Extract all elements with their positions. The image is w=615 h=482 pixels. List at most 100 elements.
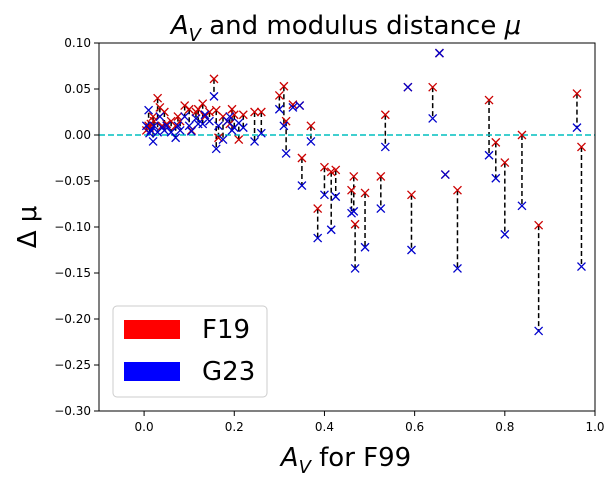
g23-point — [349, 206, 359, 216]
y-tick-label: 0.05 — [64, 82, 91, 96]
g23-point — [376, 204, 386, 214]
g23-point — [534, 326, 544, 336]
g23-point-stroke-b — [326, 225, 336, 235]
x-tick-label: 0.2 — [225, 420, 244, 434]
g23-point-stroke-b — [403, 82, 413, 92]
title-sub: V — [189, 25, 203, 46]
g23-point-stroke-b — [279, 121, 289, 131]
g23-point — [175, 125, 185, 135]
f19-point-stroke-b — [306, 121, 316, 131]
f19-point-stroke-b — [205, 107, 214, 117]
g23-point-stroke-b — [186, 126, 196, 136]
f19-point-stroke-b — [349, 171, 359, 181]
g23-point-stroke-b — [350, 263, 360, 273]
f19-point — [376, 171, 386, 181]
g23-point-stroke-b — [145, 128, 154, 138]
g23-point — [360, 242, 370, 252]
g23-point-stroke-b — [250, 136, 260, 146]
f19-point — [238, 110, 248, 120]
g23-point — [146, 125, 156, 135]
f19-point — [227, 104, 237, 114]
g23-point-stroke-b — [146, 125, 156, 135]
g23-point — [313, 233, 323, 243]
g23-point — [281, 148, 291, 158]
legend-swatch-g23 — [124, 362, 180, 381]
f19-point-stroke-b — [534, 220, 544, 230]
f19-point — [234, 135, 244, 145]
f19-point — [350, 219, 360, 229]
g23-point — [171, 133, 181, 143]
f19-point-stroke-b — [234, 135, 244, 145]
g23-point — [407, 245, 416, 255]
y-tick-label: 0.10 — [64, 36, 91, 50]
y-tick-label: 0.00 — [64, 128, 91, 142]
f19-point — [572, 89, 582, 99]
g23-point — [274, 104, 284, 114]
y-tick-label: −0.05 — [54, 174, 91, 188]
f19-point-stroke-b — [250, 107, 260, 117]
f19-point-stroke-b — [297, 153, 307, 163]
g23-point-stroke-b — [171, 133, 181, 143]
g23-point — [191, 113, 201, 123]
g23-point — [288, 102, 298, 112]
g23-point — [500, 229, 510, 239]
g23-point-stroke-b — [223, 116, 232, 126]
g23-point-stroke-b — [380, 142, 390, 152]
g23-point-stroke-b — [200, 110, 210, 120]
f19-point-stroke-b — [153, 93, 163, 103]
g23-point-stroke-b — [274, 104, 284, 114]
legend: F19 G23 — [112, 305, 268, 398]
f19-point — [205, 107, 214, 117]
f19-point — [173, 112, 183, 122]
f19-point-stroke-b — [281, 116, 291, 126]
g23-point — [250, 136, 260, 146]
y-axis-ticks: 0.10 0.05 0.00 −0.05 −0.10 −0.15 −0.20 −0.25 −0.… — [54, 36, 99, 418]
f19-point-stroke-b — [376, 171, 386, 181]
f19-point-stroke-b — [572, 89, 582, 99]
g23-point-stroke-b — [198, 119, 208, 129]
f19-point — [297, 153, 307, 163]
g23-point-stroke-b — [159, 125, 169, 135]
legend-label-f19: F19 — [202, 315, 250, 345]
f19-point-stroke-b — [198, 99, 208, 109]
f19-point-stroke-b — [407, 190, 416, 200]
f19-point-stroke-b — [256, 107, 266, 117]
f19-point-stroke-b — [227, 104, 237, 114]
g23-markers — [141, 48, 586, 336]
g23-point — [211, 144, 221, 154]
xlabel-main: A — [279, 443, 299, 473]
g23-point — [238, 123, 248, 133]
title-mu: μ — [504, 11, 522, 41]
g23-point-stroke-b — [295, 101, 305, 111]
g23-point-stroke-b — [238, 123, 248, 133]
g23-point — [218, 135, 228, 145]
g23-point-stroke-b — [484, 150, 494, 160]
g23-point-stroke-b — [180, 112, 190, 122]
x-tick-label: 0.0 — [135, 420, 154, 434]
g23-point — [279, 121, 289, 131]
f19-point — [281, 116, 291, 126]
f19-point-stroke-b — [184, 104, 194, 114]
f19-point-stroke-b — [326, 167, 336, 177]
f19-point — [184, 104, 194, 114]
y-axis-label: Δ μ — [13, 206, 43, 249]
title-rest: and modulus distance — [201, 11, 505, 41]
xlabel-sub: V — [299, 457, 313, 478]
g23-point — [186, 126, 196, 136]
g23-point — [428, 113, 438, 123]
g23-point — [148, 136, 158, 146]
g23-point-stroke-b — [144, 105, 154, 115]
g23-point — [256, 128, 266, 138]
g23-point — [184, 121, 194, 131]
g23-point-stroke-b — [184, 121, 194, 131]
f19-point — [326, 167, 336, 177]
f19-point — [484, 95, 494, 105]
f19-point-stroke-b — [500, 158, 510, 168]
f19-point — [214, 133, 223, 143]
g23-point — [159, 125, 169, 135]
g23-point — [380, 142, 390, 152]
g23-point-stroke-b — [407, 245, 416, 255]
g23-point — [331, 192, 341, 202]
f19-point — [313, 204, 323, 214]
x-tick-label: 1.0 — [585, 420, 604, 434]
